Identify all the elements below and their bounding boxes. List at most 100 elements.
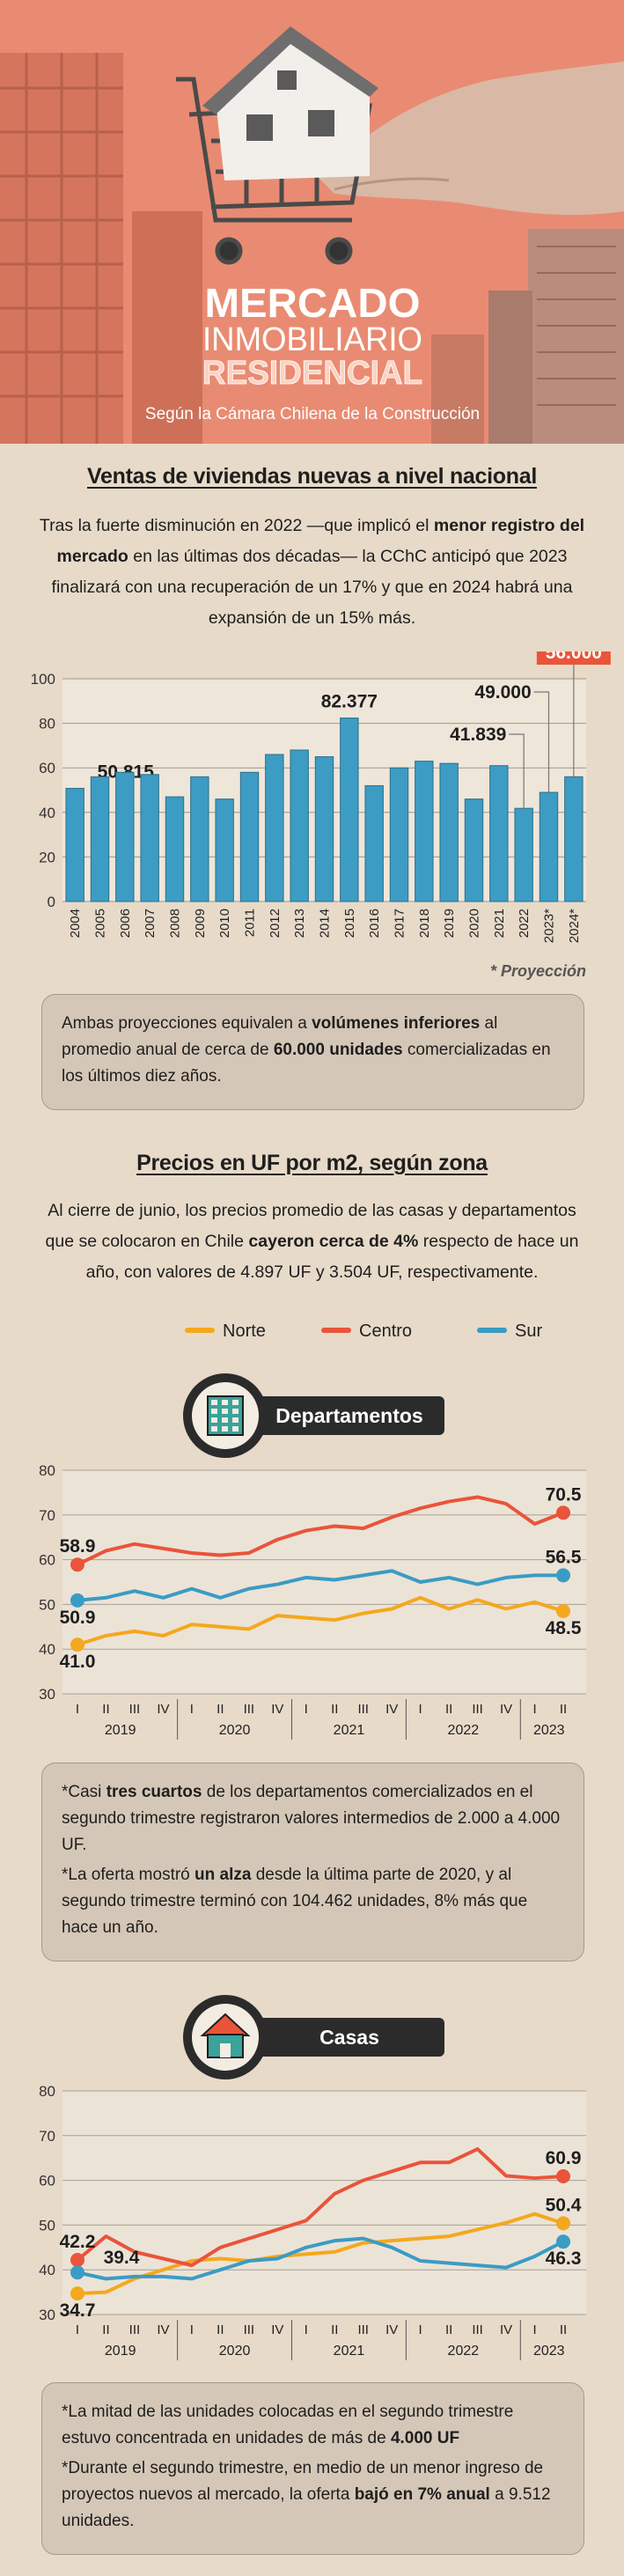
legend-label: Norte <box>223 1321 266 1341</box>
plot-area <box>62 1470 586 1694</box>
x-tick-label: 2005 <box>93 909 108 938</box>
point-marker <box>556 2234 570 2249</box>
text: Al cierre de junio, los precios promedio… <box>45 1201 576 1251</box>
value-label: 60.9 <box>546 2148 582 2168</box>
x-group-label: 2020 <box>219 2344 251 2359</box>
x-tick-label: I <box>190 2322 194 2337</box>
x-tick-label: 2023* <box>542 909 557 943</box>
x-tick-label: 2022 <box>517 909 532 938</box>
value-label: 56.5 <box>546 1547 582 1567</box>
bar <box>290 749 309 902</box>
y-tick-label: 0 <box>48 894 55 910</box>
text: *Casi <box>62 1783 106 1801</box>
point-marker <box>556 1568 570 1583</box>
bar <box>489 765 509 902</box>
x-tick-label: I <box>76 1702 79 1717</box>
x-tick-label: IV <box>500 2322 512 2337</box>
icon <box>232 1417 239 1423</box>
x-tick-label: 2006 <box>118 909 133 938</box>
text: *La oferta mostró <box>62 1866 195 1884</box>
leader-line <box>509 733 525 809</box>
x-tick-label: IV <box>157 1702 169 1717</box>
x-group-label: 2022 <box>448 1723 480 1738</box>
title-line: INMOBILIARIO <box>202 321 422 358</box>
x-tick-label: I <box>419 2322 422 2337</box>
x-tick-label: 2008 <box>168 909 183 938</box>
point-marker <box>556 1604 570 1619</box>
x-tick-label: II <box>331 1702 338 1717</box>
series-line <box>77 1495 564 1566</box>
subtitle: Según la Cámara Chilena de la Construcci… <box>145 405 480 423</box>
bold-text: 60.000 unidades <box>273 1041 403 1059</box>
bar <box>90 776 110 902</box>
icon <box>211 1426 217 1432</box>
x-tick-label: IV <box>271 2322 283 2337</box>
icon <box>222 1409 228 1414</box>
point-marker <box>70 1557 84 1572</box>
house <box>202 26 378 180</box>
bold-text: 4.000 UF <box>390 2429 460 2447</box>
x-tick-label: III <box>244 1702 255 1717</box>
bold-text: cayeron cerca de 4% <box>248 1232 419 1251</box>
paragraph: Al cierre de junio, los precios promedio… <box>32 1196 592 1288</box>
x-group-label: 2023 <box>533 2344 565 2359</box>
x-tick-label: IV <box>271 1702 283 1717</box>
x-tick-label: 2020 <box>467 909 482 938</box>
series-line <box>77 2236 564 2281</box>
x-tick-label: I <box>305 1702 308 1717</box>
y-tick-label: 80 <box>39 716 55 732</box>
chart-note: * Proyección <box>490 962 586 980</box>
icon <box>220 2043 231 2057</box>
value-label: 70.5 <box>546 1484 582 1505</box>
text: *Durante el segundo trimestre, en medio … <box>62 2459 544 2504</box>
x-tick-label: 2015 <box>342 909 357 938</box>
y-tick-label: 60 <box>39 1552 55 1569</box>
x-tick-label: II <box>331 2322 338 2337</box>
x-tick-label: II <box>445 1702 452 1717</box>
badge-bar <box>238 2018 444 2057</box>
icon <box>222 1400 228 1405</box>
bar <box>190 776 209 902</box>
text: al promedio anual de cerca de <box>62 1014 498 1059</box>
y-tick-label: 80 <box>39 1462 55 1479</box>
note-paragraph: *La oferta mostró un alza desde la últim… <box>62 1862 564 1941</box>
buildings-left <box>0 53 202 444</box>
x-tick-label: I <box>532 1702 536 1717</box>
bar <box>439 762 459 902</box>
value-label: 46.3 <box>546 2248 582 2269</box>
x-tick-label: II <box>560 1702 567 1717</box>
value-label: 41.0 <box>60 1652 96 1672</box>
y-tick-label: 30 <box>39 2307 55 2323</box>
x-tick-label: II <box>560 2322 567 2337</box>
point-marker <box>556 2216 570 2231</box>
value-label: 48.5 <box>546 1618 582 1638</box>
text: Ambas proyecciones equivalen a <box>62 1014 312 1033</box>
bar <box>165 796 185 902</box>
x-group-label: 2021 <box>334 1723 365 1738</box>
x-tick-label: IV <box>385 2322 398 2337</box>
leader-line <box>533 691 550 793</box>
x-tick-label: IV <box>385 1702 398 1717</box>
x-tick-label: 2014 <box>318 909 333 938</box>
y-tick-label: 40 <box>39 2262 55 2278</box>
bar <box>65 787 84 902</box>
text: de los departamentos comercializados en … <box>62 1783 561 1854</box>
y-tick-label: 70 <box>39 1507 55 1524</box>
bar <box>239 771 260 902</box>
note-paragraph: *Durante el segundo trimestre, en medio … <box>62 2455 564 2535</box>
point-marker <box>70 2253 84 2268</box>
y-tick-label: 60 <box>39 2173 55 2190</box>
x-tick-label: I <box>190 1702 194 1717</box>
icon <box>232 1409 239 1414</box>
text: desde la última parte de 2020, y al segu… <box>62 1866 528 1937</box>
title-line: MERCADO <box>205 280 421 326</box>
x-tick-label: III <box>357 1702 369 1717</box>
text: a 9.512 unidades. <box>62 2485 551 2530</box>
chart-title: Departamentos <box>275 1404 422 1427</box>
y-tick-label: 50 <box>39 1596 55 1613</box>
value-label: 50.9 <box>60 1608 96 1628</box>
x-tick-label: III <box>129 1702 141 1717</box>
bar <box>115 771 135 902</box>
x-group-label: 2020 <box>219 1723 251 1738</box>
x-tick-label: I <box>76 2322 79 2337</box>
